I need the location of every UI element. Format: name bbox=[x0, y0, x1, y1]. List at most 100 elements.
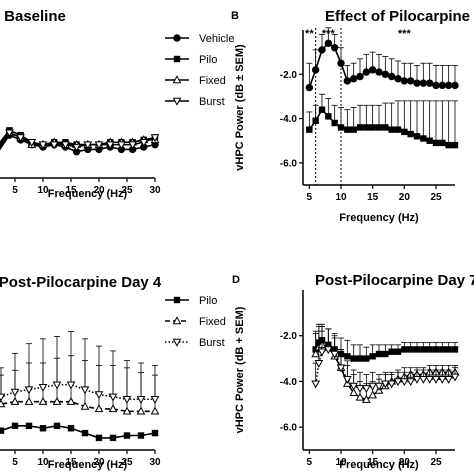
data-point bbox=[123, 432, 131, 439]
x-tick-label: 20 bbox=[93, 457, 105, 468]
y-tick-label: -2.0 bbox=[280, 70, 298, 81]
x-tick-label: 10 bbox=[37, 457, 49, 468]
data-point bbox=[437, 375, 447, 384]
data-point bbox=[432, 139, 440, 147]
data-point bbox=[117, 141, 126, 150]
data-point bbox=[394, 126, 402, 133]
data-point bbox=[439, 139, 446, 147]
series-line bbox=[0, 134, 156, 153]
legend-label: Burst bbox=[199, 337, 225, 349]
data-point bbox=[362, 68, 371, 76]
data-point bbox=[375, 350, 383, 358]
data-point bbox=[38, 396, 48, 405]
data-point bbox=[350, 355, 357, 362]
data-point bbox=[388, 126, 395, 133]
data-point bbox=[66, 396, 76, 405]
data-point bbox=[38, 383, 48, 392]
legend: Vehicle Pilo Fixed Burst bbox=[165, 33, 234, 108]
data-point bbox=[67, 425, 75, 432]
data-point bbox=[305, 83, 314, 92]
y-axis-label: vHPC Power (dB ± SEM) bbox=[234, 44, 246, 171]
data-point bbox=[438, 81, 447, 90]
data-point bbox=[0, 427, 5, 434]
legend-label: Fixed bbox=[199, 75, 226, 87]
panel-letter: D bbox=[232, 274, 240, 286]
data-point bbox=[330, 350, 340, 359]
data-point bbox=[432, 346, 440, 353]
series-burst bbox=[311, 328, 460, 394]
data-point bbox=[38, 141, 48, 150]
legend-marker bbox=[172, 316, 182, 325]
data-point bbox=[72, 143, 81, 152]
data-point bbox=[450, 373, 460, 382]
legend-label: Fixed bbox=[199, 316, 226, 328]
data-point bbox=[413, 346, 421, 353]
data-point bbox=[150, 134, 160, 143]
data-point bbox=[109, 434, 117, 442]
data-point bbox=[432, 81, 440, 90]
data-point bbox=[330, 44, 339, 52]
data-point bbox=[318, 106, 326, 113]
series-pilo bbox=[0, 422, 159, 442]
legend-marker bbox=[173, 55, 181, 63]
y-tick-label: -6.0 bbox=[280, 423, 298, 434]
legend-label: Burst bbox=[199, 96, 225, 108]
data-point bbox=[401, 346, 408, 353]
data-point bbox=[387, 380, 397, 389]
x-tick-label: 15 bbox=[65, 457, 77, 468]
panel-B: Effect of Pilocarpine B 5 10 15 20 25 -6.0 -4.0 -… bbox=[231, 8, 470, 224]
data-point bbox=[80, 386, 90, 395]
data-point bbox=[27, 139, 37, 147]
data-point bbox=[151, 429, 159, 437]
data-point bbox=[324, 39, 333, 47]
x-tick-label: 20 bbox=[399, 192, 411, 203]
data-point bbox=[136, 396, 146, 404]
data-point bbox=[331, 119, 338, 127]
data-point bbox=[139, 139, 149, 147]
data-point bbox=[150, 396, 160, 404]
data-point bbox=[426, 137, 433, 144]
x-tick-label: 25 bbox=[430, 457, 442, 468]
data-point bbox=[52, 381, 62, 390]
x-tick-label: 15 bbox=[367, 457, 379, 468]
data-point bbox=[380, 380, 390, 389]
data-point bbox=[382, 350, 389, 358]
data-point bbox=[375, 124, 383, 131]
data-point bbox=[368, 390, 378, 399]
data-point bbox=[25, 422, 33, 430]
data-point bbox=[137, 432, 145, 439]
y-axis-label: vHPC Power (dB + SEM) bbox=[234, 306, 246, 433]
x-tick-label: 5 bbox=[307, 457, 313, 468]
significance-mark: ** bbox=[305, 28, 314, 40]
data-point bbox=[401, 128, 408, 136]
data-point bbox=[314, 359, 324, 368]
data-point bbox=[363, 355, 370, 362]
legend-marker bbox=[173, 34, 181, 42]
data-point bbox=[444, 81, 453, 90]
data-point bbox=[16, 134, 25, 143]
data-point bbox=[399, 378, 409, 387]
data-point bbox=[81, 429, 89, 437]
data-point bbox=[312, 117, 319, 124]
x-tick-label: 5 bbox=[12, 185, 18, 196]
data-point bbox=[361, 394, 371, 403]
series-line bbox=[0, 131, 156, 149]
data-point bbox=[323, 346, 333, 355]
data-point bbox=[394, 75, 402, 83]
data-point bbox=[420, 346, 427, 353]
panel-title: Baseline bbox=[4, 8, 66, 25]
x-tick-label: 15 bbox=[65, 185, 77, 196]
data-point bbox=[108, 393, 118, 402]
data-point bbox=[10, 388, 20, 397]
legend: Pilo Fixed Burst bbox=[165, 295, 226, 349]
x-tick-label: 25 bbox=[121, 457, 133, 468]
legend-marker bbox=[172, 75, 182, 84]
x-axis-label: Frequency (Hz) bbox=[48, 188, 128, 200]
data-point bbox=[10, 396, 20, 405]
y-tick-label: -6.0 bbox=[280, 158, 298, 169]
data-point bbox=[0, 399, 6, 408]
data-point bbox=[355, 385, 365, 394]
data-point bbox=[444, 375, 454, 384]
data-point bbox=[356, 72, 364, 81]
data-point bbox=[95, 434, 103, 442]
